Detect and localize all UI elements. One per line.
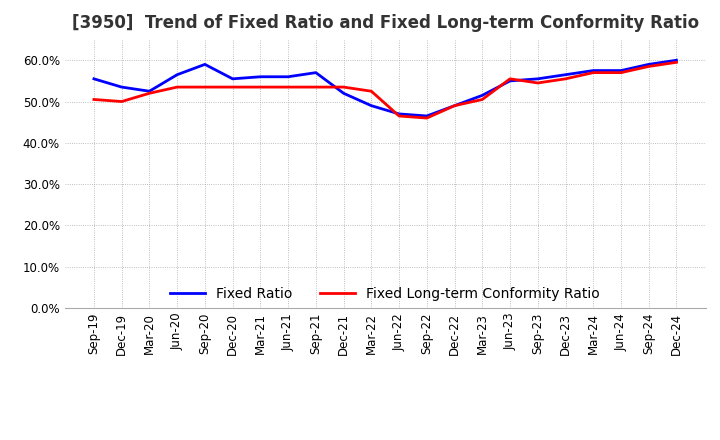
Fixed Long-term Conformity Ratio [505, 76, 514, 81]
Fixed Long-term Conformity Ratio [644, 64, 653, 69]
Fixed Long-term Conformity Ratio [201, 84, 210, 90]
Fixed Long-term Conformity Ratio [450, 103, 459, 108]
Line: Fixed Ratio: Fixed Ratio [94, 60, 677, 116]
Fixed Ratio [367, 103, 376, 108]
Legend: Fixed Ratio, Fixed Long-term Conformity Ratio: Fixed Ratio, Fixed Long-term Conformity … [165, 281, 606, 306]
Fixed Long-term Conformity Ratio [117, 99, 126, 104]
Fixed Ratio [589, 68, 598, 73]
Fixed Long-term Conformity Ratio [478, 97, 487, 102]
Fixed Ratio [616, 68, 625, 73]
Fixed Long-term Conformity Ratio [534, 81, 542, 86]
Fixed Long-term Conformity Ratio [423, 115, 431, 121]
Fixed Ratio [505, 78, 514, 84]
Fixed Ratio [534, 76, 542, 81]
Fixed Ratio [478, 93, 487, 98]
Fixed Ratio [145, 88, 154, 94]
Fixed Long-term Conformity Ratio [367, 88, 376, 94]
Title: [3950]  Trend of Fixed Ratio and Fixed Long-term Conformity Ratio: [3950] Trend of Fixed Ratio and Fixed Lo… [71, 15, 699, 33]
Fixed Ratio [284, 74, 292, 79]
Fixed Long-term Conformity Ratio [561, 76, 570, 81]
Fixed Long-term Conformity Ratio [228, 84, 237, 90]
Line: Fixed Long-term Conformity Ratio: Fixed Long-term Conformity Ratio [94, 62, 677, 118]
Fixed Long-term Conformity Ratio [672, 60, 681, 65]
Fixed Ratio [117, 84, 126, 90]
Fixed Long-term Conformity Ratio [312, 84, 320, 90]
Fixed Long-term Conformity Ratio [589, 70, 598, 75]
Fixed Long-term Conformity Ratio [145, 91, 154, 96]
Fixed Ratio [395, 111, 403, 117]
Fixed Ratio [672, 58, 681, 63]
Fixed Ratio [173, 72, 181, 77]
Fixed Ratio [561, 72, 570, 77]
Fixed Ratio [312, 70, 320, 75]
Fixed Long-term Conformity Ratio [284, 84, 292, 90]
Fixed Ratio [644, 62, 653, 67]
Fixed Ratio [450, 103, 459, 108]
Fixed Ratio [201, 62, 210, 67]
Fixed Long-term Conformity Ratio [173, 84, 181, 90]
Fixed Long-term Conformity Ratio [89, 97, 98, 102]
Fixed Ratio [89, 76, 98, 81]
Fixed Long-term Conformity Ratio [339, 84, 348, 90]
Fixed Ratio [423, 114, 431, 119]
Fixed Long-term Conformity Ratio [256, 84, 265, 90]
Fixed Ratio [256, 74, 265, 79]
Fixed Long-term Conformity Ratio [616, 70, 625, 75]
Fixed Long-term Conformity Ratio [395, 114, 403, 119]
Fixed Ratio [339, 91, 348, 96]
Fixed Ratio [228, 76, 237, 81]
